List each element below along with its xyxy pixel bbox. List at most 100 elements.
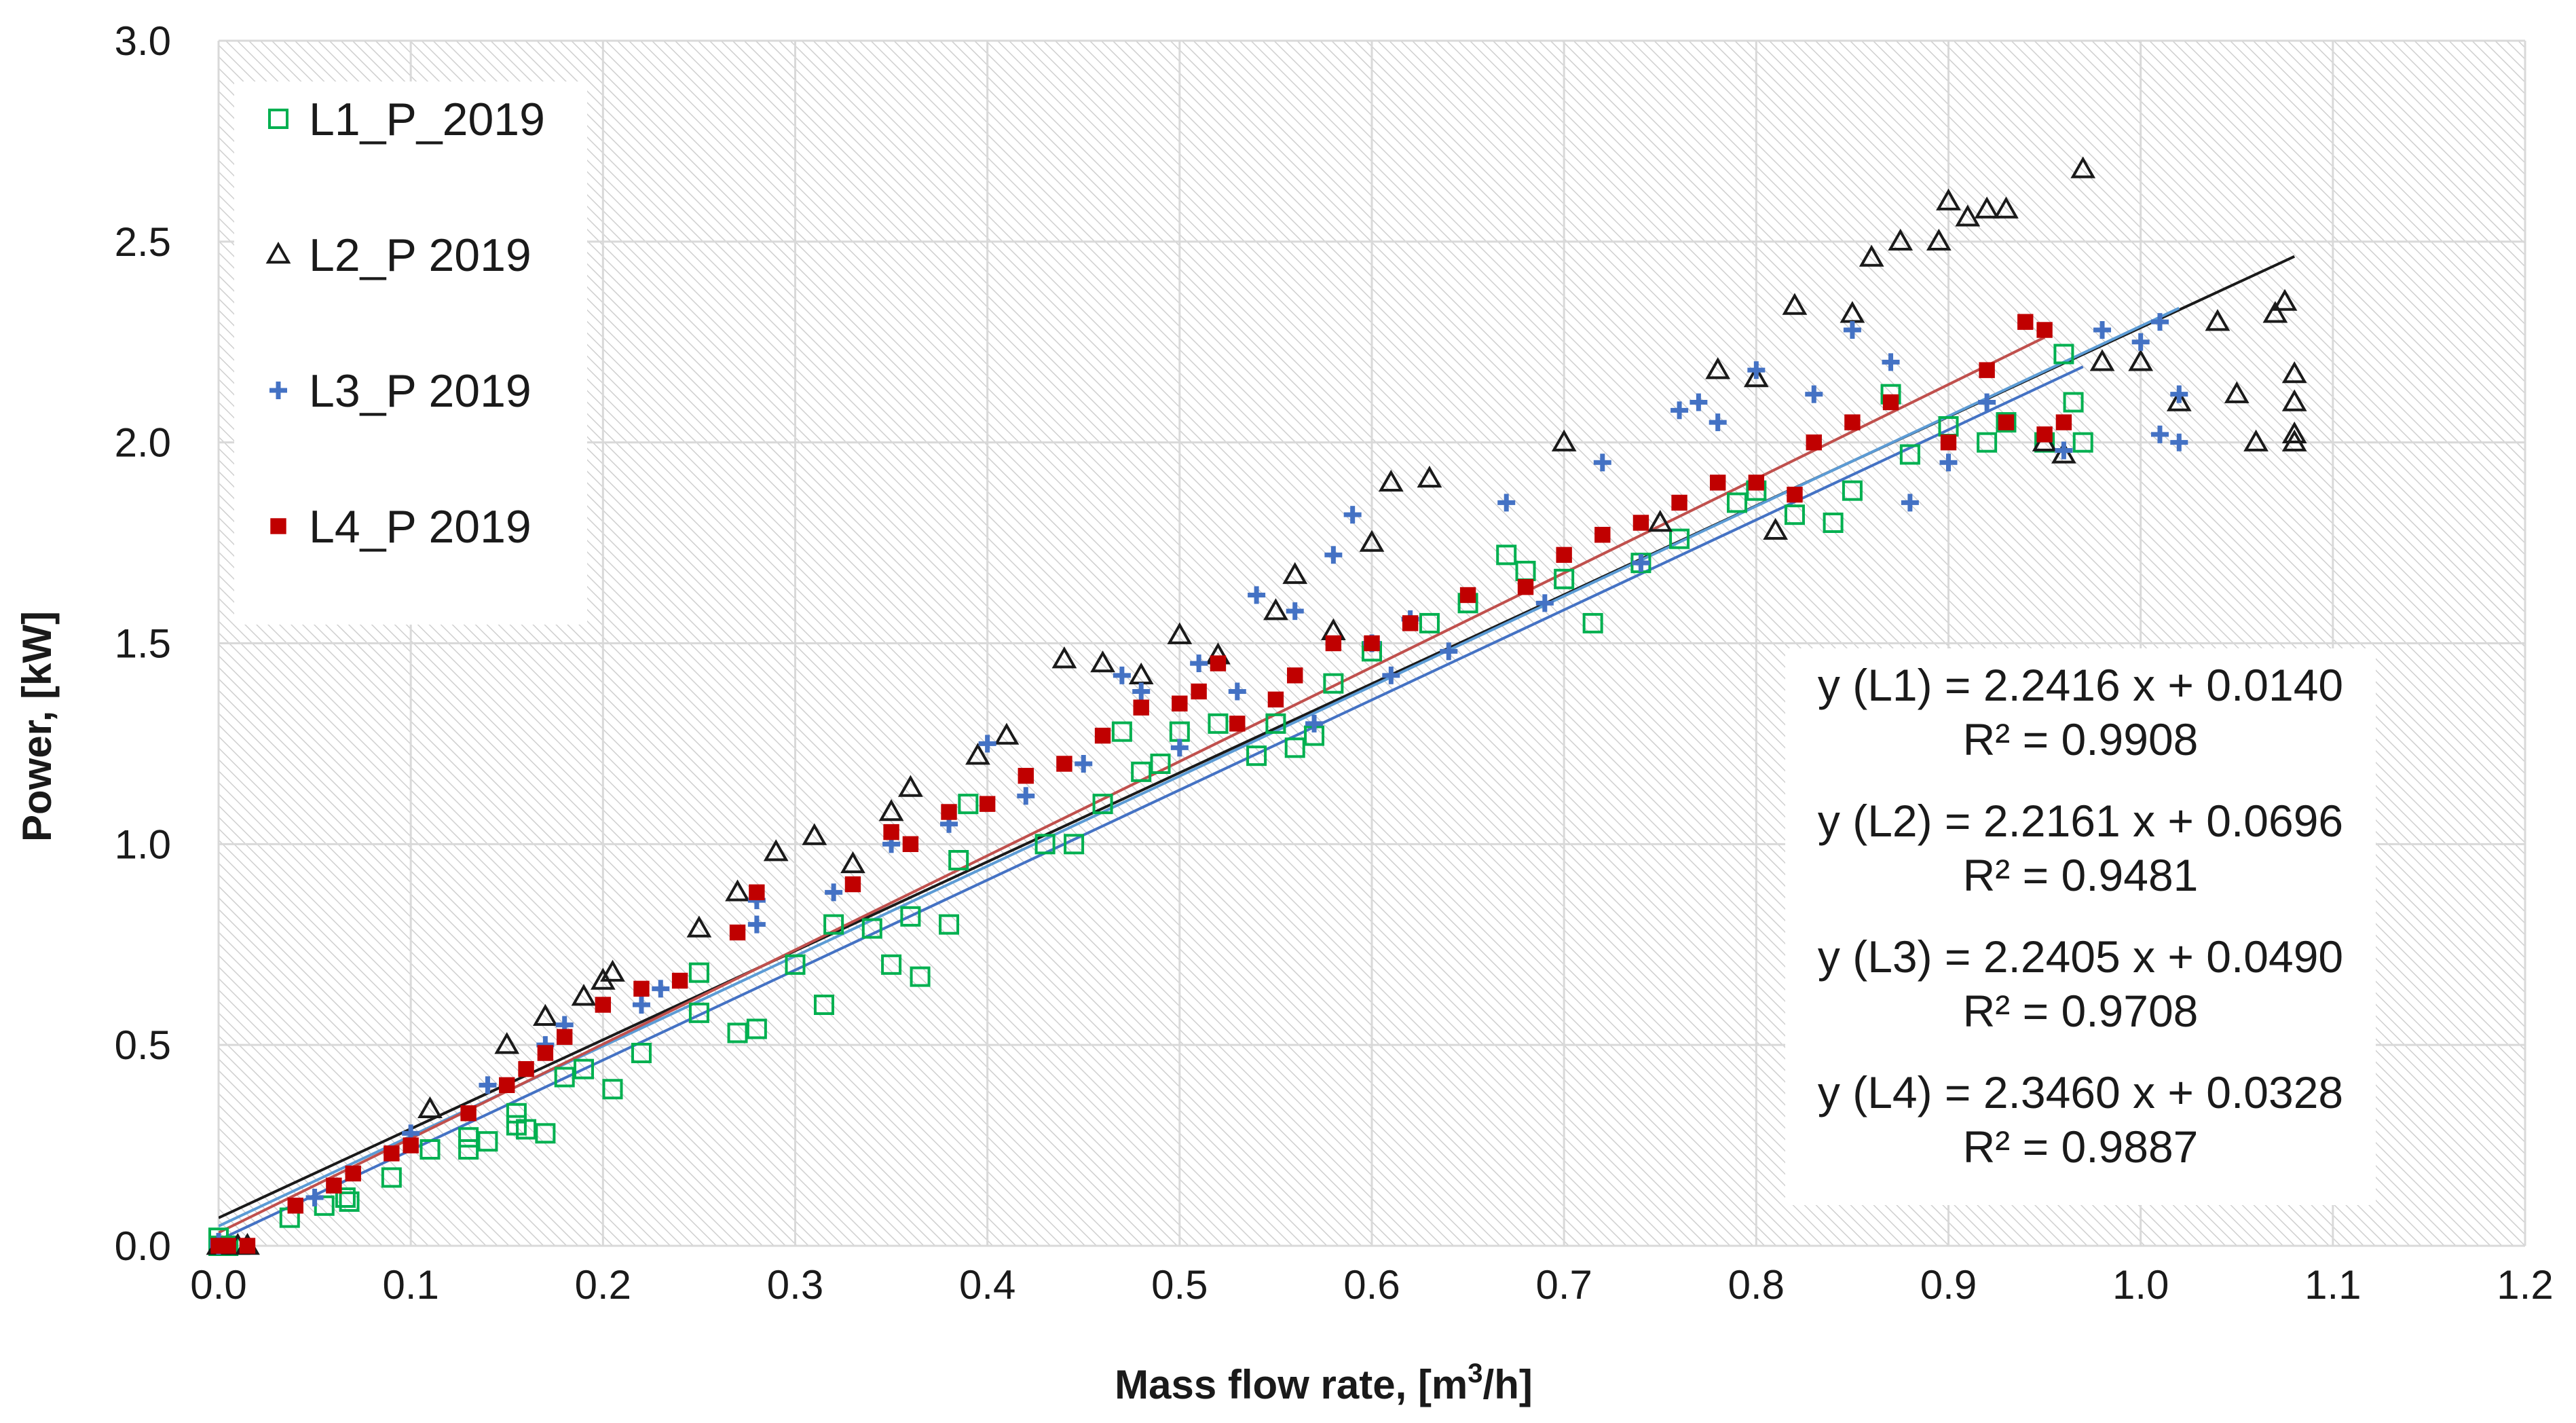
data-point [499,1077,515,1094]
data-point [479,1076,497,1094]
data-point [1709,413,1727,432]
data-point [458,1139,479,1160]
data-point [1459,587,1476,604]
legend-label: L3_P 2019 [309,365,531,417]
data-point [516,1119,537,1140]
data-point [1671,494,1687,511]
data-point [2170,385,2188,403]
data-point [460,1105,477,1122]
data-point [1248,586,1266,604]
data-point [958,794,979,815]
data-point [417,1096,443,1119]
data-point [1323,673,1344,694]
fit-equation: y (L4) = 2.3460 x + 0.0328 [1818,1067,2343,1117]
data-point [729,924,746,941]
data-point [688,962,709,983]
data-point [518,1060,534,1077]
data-point [2055,414,2072,430]
data-point [1955,204,1981,227]
data-point [671,972,688,989]
data-point [305,1189,324,1206]
data-point [1882,394,1899,411]
data-point [1936,188,1961,210]
data-point [878,799,904,821]
data-point [1977,432,1998,453]
data-point [2150,313,2169,331]
data-point [494,1032,520,1054]
series-4 [210,314,2072,1254]
data-point [1705,357,1731,380]
data-point [652,980,670,998]
data-point [571,984,597,1006]
data-point [1246,745,1267,766]
data-point [883,824,899,840]
data-point [2017,314,2034,330]
data-point [1994,196,2019,219]
data-point [239,1238,256,1254]
data-point [1690,393,1708,411]
data-point [403,1137,419,1153]
data-point [602,1079,623,1100]
data-point [813,995,834,1015]
data-point [902,836,919,853]
data-point [965,743,990,765]
data-point [1748,475,1765,491]
data-point [1359,530,1385,552]
data-point [2051,441,2076,464]
data-point [1805,385,1823,403]
x-tick-label: 0.8 [1728,1262,1785,1308]
data-point [1979,362,1995,378]
data-point [1324,546,1343,564]
data-point [1535,594,1554,612]
data-point [1727,492,1748,513]
data-point [840,851,865,874]
y-tick-label: 0.5 [115,1022,171,1068]
trend-line-4 [219,336,2045,1234]
data-point [941,804,957,820]
legend-label: L1_P_2019 [309,94,545,145]
data-point [2281,421,2307,444]
data-point [458,1127,479,1148]
data-point [381,1167,402,1188]
data-point [825,883,843,902]
data-point [345,1165,361,1182]
data-point [2224,381,2250,403]
data-point [1939,454,1958,472]
data-point [1784,504,1805,525]
data-point [1556,547,1572,563]
fit-equation: y (L1) = 2.2416 x + 0.0140 [1818,660,2343,710]
data-point [1551,429,1577,451]
data-point [861,918,882,939]
fit-r-squared: R² = 0.9908 [1963,714,2199,764]
legend: L1_P_2019 L2_P 2019 L3_P 2019 L4_P 2019 [234,81,587,625]
fit-equation: y (L2) = 2.2161 x + 0.0696 [1818,796,2343,846]
data-point [335,1187,356,1208]
data-point [1582,612,1603,633]
data-point [1017,787,1035,805]
data-point [2128,349,2154,371]
data-point [1882,353,1900,371]
data-point [688,1002,709,1023]
y-tick-label: 2.5 [115,219,171,265]
data-point [537,1045,554,1061]
data-point [1075,755,1093,773]
data-point [1747,361,1766,380]
data-point [1594,527,1611,543]
x-tick-label: 0.7 [1535,1262,1592,1308]
data-point [1632,554,1650,572]
data-point [1325,635,1342,652]
data-point [1782,293,1808,315]
data-point [746,1018,767,1039]
data-point [1131,761,1152,782]
data-point [1670,401,1689,420]
data-point [1901,494,1919,512]
data-point [220,1238,236,1254]
data-point [2272,289,2298,311]
data-point [1051,646,1077,669]
data-point [1170,739,1189,757]
data-point [1150,754,1171,774]
data-point [1743,365,1769,388]
data-point [1378,469,1404,492]
legend-box [234,81,587,625]
data-point [1282,561,1308,585]
